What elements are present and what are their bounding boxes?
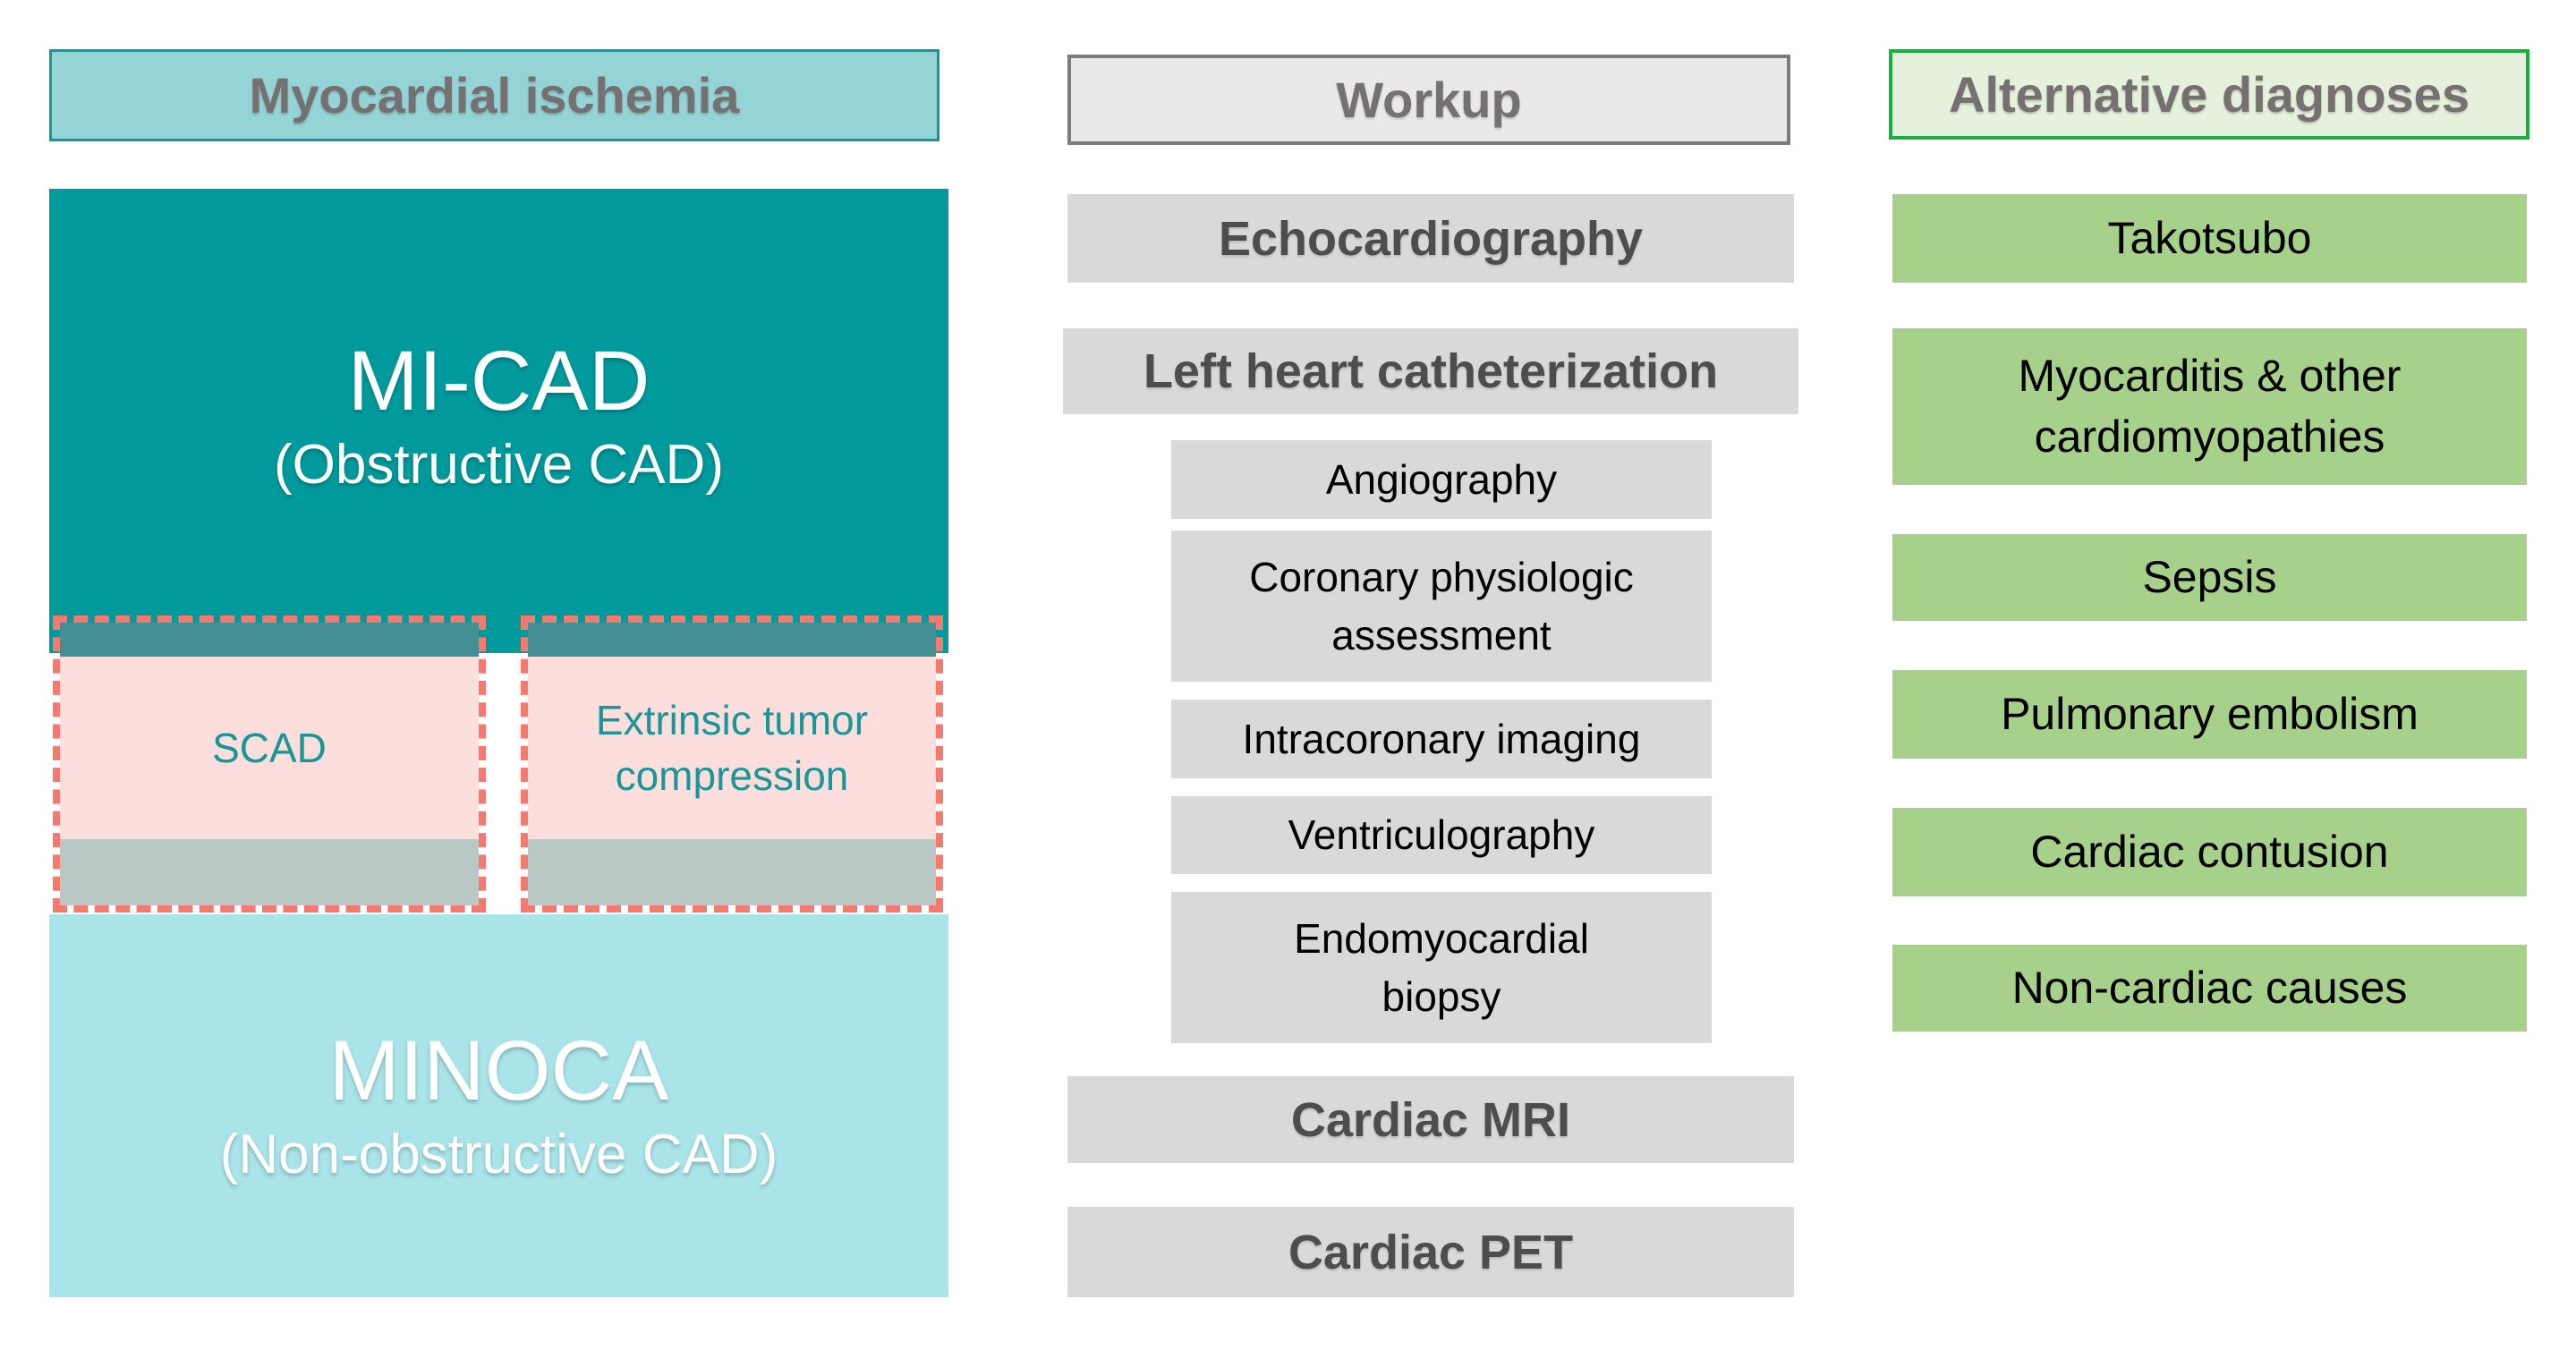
- extrinsic-overlay-bottom-band: [528, 839, 936, 905]
- scad-overlay-box: SCAD: [53, 616, 486, 913]
- alternative-item-myocarditis-cardiomyopathies: Myocarditis & other cardiomyopathies: [1892, 328, 2527, 485]
- workup-item-angiography: Angiography: [1171, 440, 1712, 519]
- workup-item-coronary-physiologic-assessment: Coronary physiologic assessment: [1171, 531, 1712, 682]
- alternative-diagnoses-header-label: Alternative diagnoses: [1949, 66, 2470, 123]
- scad-label: SCAD: [212, 724, 327, 771]
- workup-header-label: Workup: [1336, 72, 1522, 128]
- mi-cad-block: MI-CAD (Obstructive CAD): [49, 189, 948, 653]
- myocardial-ischemia-header: Myocardial ischemia: [49, 49, 939, 141]
- workup-item-ventriculography: Ventriculography: [1171, 796, 1712, 874]
- extrinsic-overlay-top-band: [528, 623, 936, 657]
- extrinsic-tumor-label: Extrinsic tumor compression: [595, 696, 869, 799]
- scad-overlay-bottom-band: [60, 839, 479, 905]
- extrinsic-overlay-body: Extrinsic tumor compression: [528, 657, 936, 839]
- minoca-block: MINOCA (Non-obstructive CAD): [49, 914, 948, 1297]
- myocardial-ischemia-header-label: Myocardial ischemia: [249, 67, 740, 123]
- scad-overlay-body: SCAD: [60, 657, 479, 839]
- workup-item-intracoronary-imaging: Intracoronary imaging: [1171, 700, 1712, 778]
- workup-item-cardiac-mri: Cardiac MRI: [1067, 1076, 1794, 1163]
- workup-header: Workup: [1067, 55, 1790, 145]
- alternative-item-non-cardiac-causes: Non-cardiac causes: [1892, 945, 2527, 1032]
- alternative-diagnoses-header: Alternative diagnoses: [1889, 49, 2529, 140]
- mi-cad-subtitle: (Obstructive CAD): [274, 434, 724, 497]
- workup-item-endomyocardial-biopsy: Endomyocardial biopsy: [1171, 892, 1712, 1043]
- workup-item-cardiac-pet: Cardiac PET: [1067, 1207, 1794, 1297]
- extrinsic-tumor-overlay-box: Extrinsic tumor compression: [521, 616, 943, 913]
- alternative-item-takotsubo: Takotsubo: [1892, 194, 2527, 283]
- minoca-subtitle: (Non-obstructive CAD): [219, 1123, 778, 1185]
- mi-cad-title: MI-CAD: [347, 334, 650, 429]
- workup-item-left-heart-catheterization: Left heart catheterization: [1063, 328, 1798, 414]
- alternative-item-sepsis: Sepsis: [1892, 534, 2527, 621]
- scad-overlay-top-band: [60, 623, 479, 657]
- alternative-item-cardiac-contusion: Cardiac contusion: [1892, 808, 2527, 896]
- minoca-title: MINOCA: [328, 1023, 669, 1118]
- alternative-item-pulmonary-embolism: Pulmonary embolism: [1892, 670, 2527, 759]
- workup-item-echocardiography: Echocardiography: [1067, 194, 1794, 283]
